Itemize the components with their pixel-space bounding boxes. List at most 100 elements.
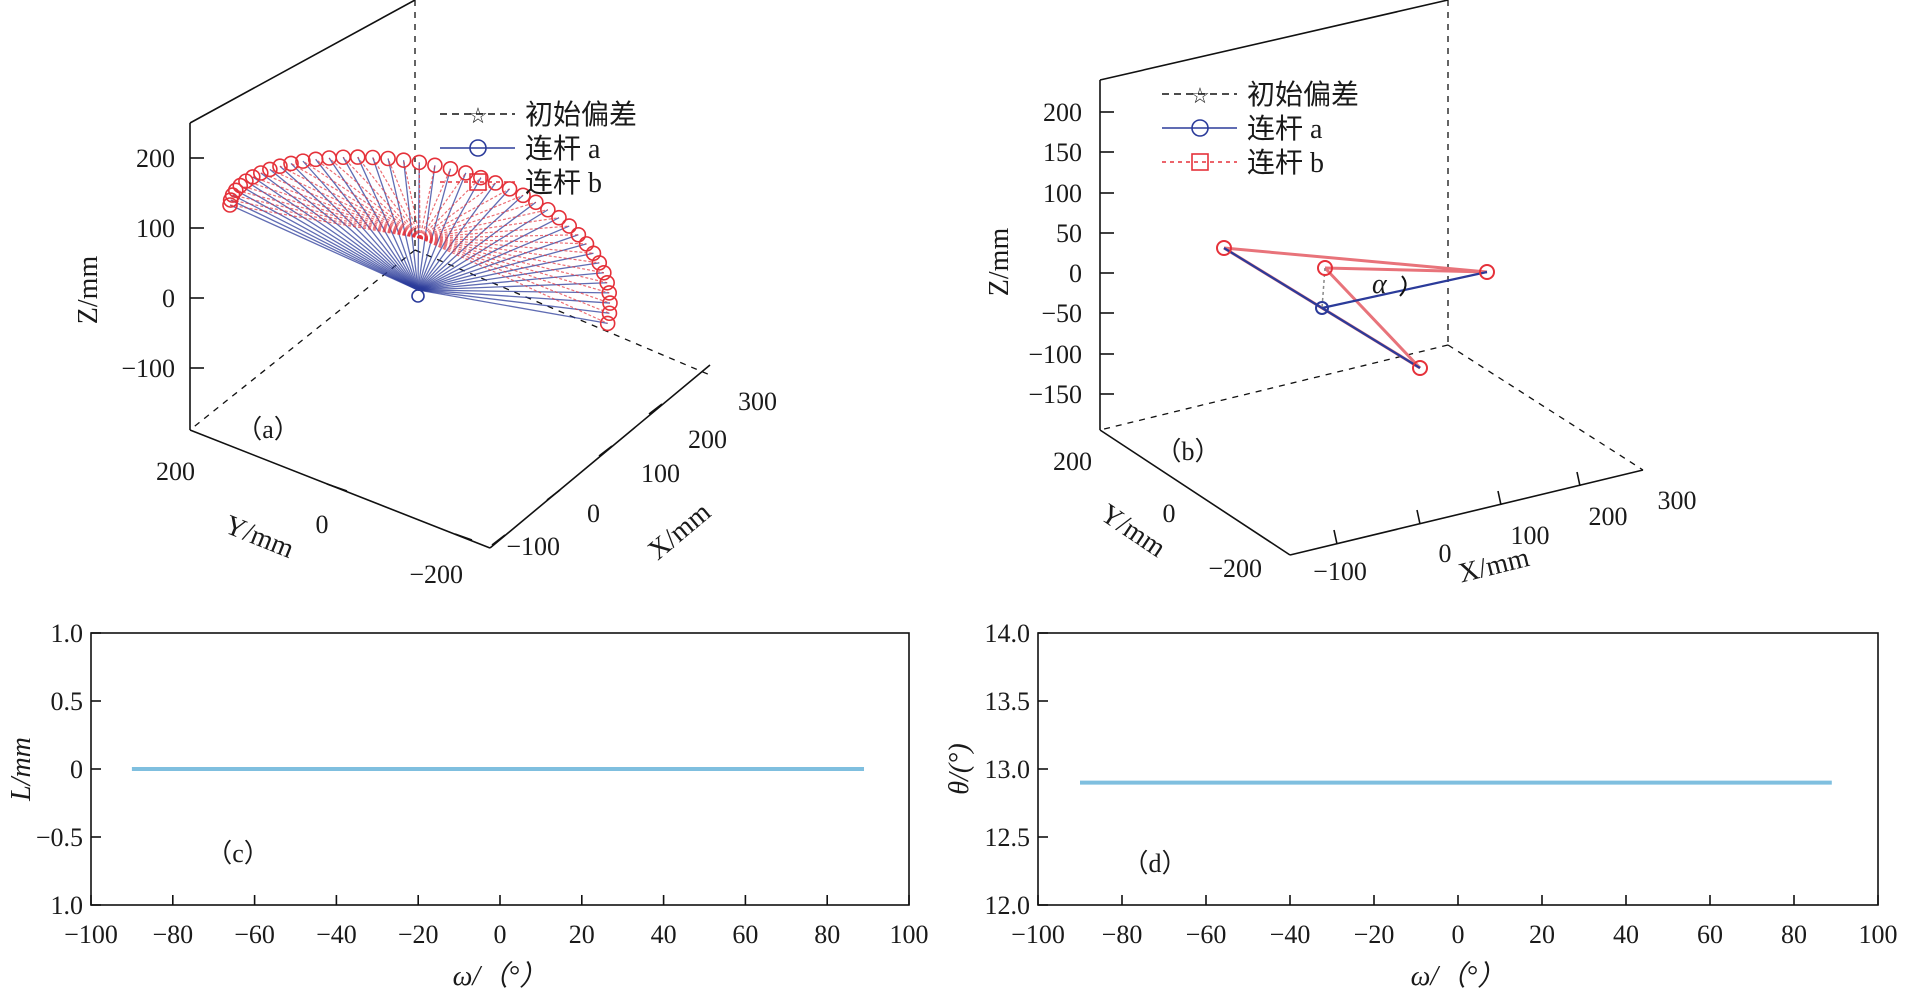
link-b-marker	[540, 201, 556, 218]
panel-b-z-ticks	[1100, 111, 1114, 395]
link-b-marker	[570, 226, 587, 243]
panel-a-x-tick-label: 300	[738, 387, 777, 416]
panel-c-y-axis-label: L/mm	[6, 737, 37, 802]
link-b-marker	[561, 218, 578, 234]
panel-d-x-tick-label: 20	[1529, 920, 1555, 949]
link-a-sweep-line	[417, 182, 496, 291]
link-b-sweep-line	[328, 157, 421, 239]
panel-b: 200 150 100 50 0 −50 −100 −150 Z/mm −100…	[984, 0, 1697, 589]
panel-c-label: （c）	[206, 839, 270, 868]
link-b-sweep-line	[419, 237, 604, 274]
link-b-sweep-line	[418, 162, 421, 239]
panel-c-y-tick-label: 0.5	[51, 687, 84, 716]
panel-d-x-ticks: −100 −80 −60 −40 −20 0 20 40 60 80 100	[1011, 895, 1898, 949]
panel-c-x-tick-label: 60	[732, 920, 758, 949]
link-b-marker	[515, 187, 531, 204]
link-b-sweep-line	[419, 237, 608, 284]
link-b-sweep-line	[419, 188, 510, 239]
link-b-sweep-line	[419, 237, 608, 324]
link-a-sweep-line	[417, 289, 608, 325]
link-b-marker	[252, 165, 269, 181]
link-b-marker	[227, 182, 244, 199]
panel-b-z-tick-label: 150	[1043, 138, 1082, 167]
panel-b-z-tick-label: 100	[1043, 179, 1082, 208]
panel-d-y-axis-label: θ/(°)	[944, 743, 975, 794]
link-b-sweep-line	[240, 185, 421, 239]
link-b-marker	[602, 295, 618, 311]
legend-label-link-a: 连杆 a	[525, 133, 601, 165]
panel-b-angle-label: α	[1372, 269, 1388, 300]
link-b-marker	[528, 194, 544, 211]
link-a-sweep-line	[269, 168, 419, 291]
link-a-sweep-line	[417, 262, 600, 291]
panel-d-y-tick-label: 12.0	[985, 891, 1031, 920]
circle-marker-icon	[1191, 119, 1209, 137]
panel-a-y-tick-label: 0	[316, 510, 329, 539]
panel-c-x-tick-label: −80	[152, 920, 193, 949]
link-b-marker	[599, 274, 615, 291]
link-b-sweep-line	[387, 158, 421, 239]
panel-c-y-tick-label: 1.0	[51, 619, 84, 648]
link-b-marker	[596, 264, 612, 281]
link-a-sweep-line	[417, 168, 452, 291]
link-b-marker	[224, 187, 241, 203]
panel-c-x-tick-label: 100	[890, 920, 929, 949]
joint-marker	[1216, 240, 1232, 256]
link-a-segment	[1321, 307, 1421, 369]
panel-d-x-tick-label: 40	[1613, 920, 1639, 949]
link-b-marker	[487, 175, 504, 191]
link-b-marker	[591, 255, 608, 271]
link-a-sweep-line	[417, 209, 549, 291]
link-b-sweep-line	[419, 234, 579, 239]
panel-a-z-tick-label: 0	[162, 284, 175, 313]
panel-b-z-tick-label: 200	[1043, 98, 1082, 127]
link-b-sweep-line	[419, 237, 610, 314]
link-a-sweep-line	[387, 158, 419, 291]
panel-b-y-axis-label: Y/mm	[1094, 498, 1171, 564]
panel-c-y-ticks: 1.0 0.5 0 −0.5 1.0	[36, 619, 101, 920]
panel-a-x-ticks	[491, 403, 663, 546]
panel-c-y-tick-label: 0	[70, 755, 83, 784]
link-b-sweep-line	[419, 217, 560, 239]
panel-d-x-tick-label: −60	[1186, 920, 1227, 949]
panel-d-y-ticks: 14.0 13.5 13.0 12.5 12.0	[985, 619, 1048, 920]
link-b-sweep-line	[419, 209, 549, 239]
panel-d-x-tick-label: −20	[1354, 920, 1395, 949]
link-b-sweep-line	[419, 237, 594, 254]
panel-b-z-tick-label: −150	[1028, 380, 1082, 409]
panel-c-x-tick-label: 80	[814, 920, 840, 949]
link-a-sweep-line	[239, 185, 419, 291]
link-b-marker	[427, 157, 443, 174]
panel-c: −100 −80 −60 −40 −20 0 20 40 60 80 100 1.0 0.5 0 −0.5…	[6, 619, 929, 992]
panel-a-x-axis-label: X/mm	[642, 496, 717, 566]
link-b-sweep-line	[232, 194, 421, 239]
panel-b-label: （b）	[1155, 437, 1220, 466]
panel-d-x-tick-label: 80	[1781, 920, 1807, 949]
panel-b-box	[1099, 0, 1644, 556]
panel-c-x-tick-label: −40	[316, 920, 357, 949]
link-b-sweep-line	[342, 156, 421, 239]
link-b-sweep-line	[357, 156, 421, 239]
panel-c-x-tick-label: −20	[398, 920, 439, 949]
legend-label-link-b: 连杆 b	[1247, 147, 1324, 179]
link-a-segment	[1223, 247, 1323, 309]
joint-marker	[1412, 360, 1428, 376]
link-b-sweep-line	[419, 182, 496, 239]
panel-c-x-tick-label: 0	[494, 920, 507, 949]
link-b-sweep-line	[419, 165, 436, 239]
panel-d-y-tick-label: 14.0	[985, 619, 1031, 648]
link-a-sweep-line	[235, 189, 419, 291]
link-b-sweep-line	[419, 168, 452, 239]
link-b-marker	[411, 154, 428, 171]
link-a-sweep-line	[229, 204, 419, 291]
panel-a-label: （a）	[236, 415, 300, 444]
panel-d-x-tick-label: −100	[1011, 920, 1065, 949]
panel-b-z-tick-label: −100	[1028, 340, 1082, 369]
panel-b-y-tick-label: −200	[1208, 554, 1262, 583]
panel-c-x-axis-label: ω/（°）	[453, 961, 548, 992]
panel-a-x-tick-label: −100	[506, 532, 560, 561]
panel-d-x-tick-label: 100	[1859, 920, 1898, 949]
panel-b-z-tick-label: 50	[1056, 219, 1082, 248]
link-b-sweep-line	[419, 237, 587, 245]
panel-b-x-tick-label: 200	[1589, 502, 1628, 531]
